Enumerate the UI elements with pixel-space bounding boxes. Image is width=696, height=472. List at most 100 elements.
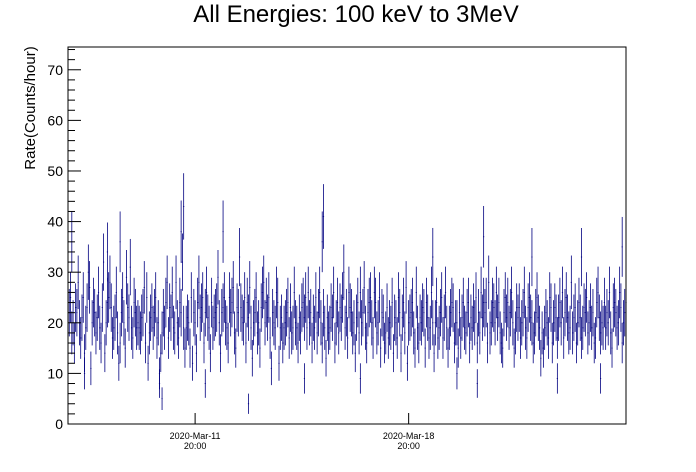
data-point (613, 277, 616, 328)
data-point (441, 272, 443, 323)
data-point (123, 300, 125, 346)
data-point (254, 288, 256, 337)
data-point (119, 322, 121, 364)
data-point (480, 266, 482, 319)
data-point (538, 305, 541, 350)
data-point (279, 305, 281, 350)
data-point (211, 277, 213, 328)
data-point (359, 266, 361, 319)
data-point (268, 272, 270, 323)
data-point (153, 288, 156, 337)
data-point (133, 277, 135, 328)
data-point (76, 288, 78, 337)
data-point (357, 277, 359, 328)
data-point (138, 305, 140, 350)
data-point (194, 300, 196, 346)
data-point (583, 283, 585, 332)
data-point (439, 288, 442, 337)
data-point (467, 277, 469, 328)
data-point (166, 255, 168, 310)
data-point (308, 300, 311, 346)
data-point (396, 317, 398, 359)
data-point (512, 300, 514, 346)
data-point (330, 283, 332, 332)
data-point (483, 205, 485, 268)
data-point (273, 300, 275, 346)
data-point (611, 328, 613, 368)
data-point (527, 283, 529, 332)
data-point (208, 305, 210, 350)
data-point (621, 322, 623, 364)
data-point (344, 305, 346, 350)
data-point (497, 294, 499, 341)
data-point (420, 300, 422, 346)
data-point (181, 233, 183, 291)
data-point (528, 272, 530, 323)
data-point (565, 272, 567, 323)
data-point (101, 283, 103, 332)
data-point (81, 294, 83, 341)
data-point (572, 311, 574, 355)
data-point (593, 322, 595, 364)
data-point (264, 300, 266, 346)
data-point (532, 322, 534, 364)
data-point (317, 288, 319, 337)
data-point (127, 283, 129, 332)
data-point (177, 317, 180, 359)
data-point (296, 305, 298, 350)
data-point (605, 305, 607, 350)
x-tick-label-time: 20:00 (397, 441, 420, 451)
data-point (228, 272, 231, 323)
data-point (561, 266, 564, 319)
data-point (115, 266, 117, 319)
data-point (152, 305, 154, 350)
data-point (422, 283, 424, 332)
data-point (139, 311, 142, 355)
data-point (269, 317, 271, 359)
data-point (471, 305, 473, 350)
y-tick-label: 40 (47, 214, 63, 230)
data-point (610, 311, 612, 355)
data-point (311, 322, 313, 364)
data-point (518, 283, 520, 332)
data-point (144, 322, 147, 364)
data-point (247, 393, 250, 414)
data-point (391, 277, 393, 328)
data-point (193, 288, 195, 337)
data-point (316, 311, 318, 355)
data-point (505, 294, 508, 341)
data-point (493, 283, 495, 332)
data-point (251, 339, 253, 377)
data-point (503, 288, 505, 337)
data-point (124, 328, 126, 368)
data-point (141, 294, 143, 341)
data-point (278, 345, 280, 381)
data-point (148, 311, 150, 355)
data-point (563, 317, 565, 359)
data-point (247, 294, 250, 341)
data-point (601, 300, 603, 346)
data-point (162, 288, 164, 337)
data-point (354, 334, 356, 373)
data-point (452, 283, 454, 332)
data-point (362, 288, 364, 337)
data-point (377, 300, 379, 346)
data-point (432, 227, 434, 287)
data-point (574, 283, 576, 332)
data-point (477, 288, 480, 337)
data-point (617, 300, 619, 346)
data-point (338, 311, 340, 355)
data-point (183, 173, 185, 240)
data-point (378, 272, 381, 323)
data-point (579, 294, 581, 341)
data-point (175, 255, 177, 310)
data-point (100, 322, 102, 364)
data-point (442, 317, 444, 359)
data-point (147, 345, 149, 381)
data-point (218, 300, 220, 346)
data-point (327, 311, 330, 355)
data-point (551, 322, 553, 364)
data-point (75, 283, 77, 332)
data-point (460, 317, 462, 359)
